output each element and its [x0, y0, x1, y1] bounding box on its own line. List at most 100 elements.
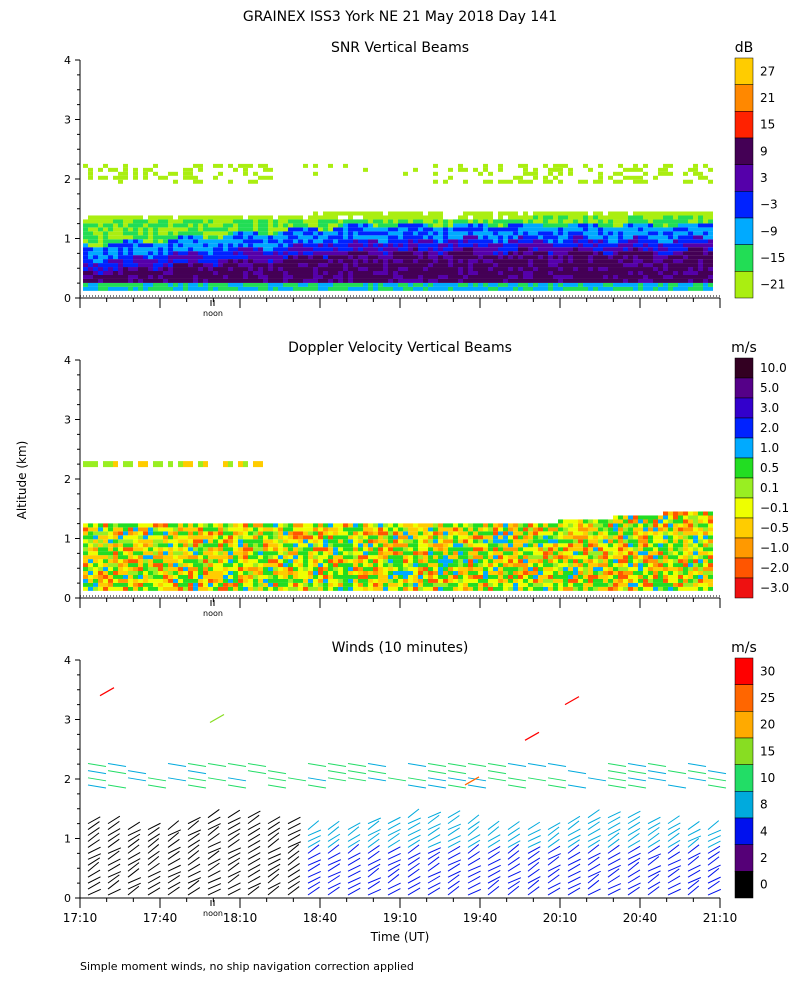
snr-cell — [203, 247, 208, 252]
doppler-cell — [498, 551, 503, 556]
snr-cell — [573, 274, 578, 279]
doppler-cell — [638, 567, 643, 572]
snr-cell — [518, 235, 523, 240]
snr-cell — [163, 282, 168, 287]
snr-cell — [638, 223, 643, 228]
doppler-cell — [83, 555, 88, 560]
snr-cell — [498, 179, 503, 184]
doppler-cell — [383, 586, 388, 591]
snr-cell — [98, 223, 103, 228]
snr-cell — [663, 219, 668, 224]
doppler-cell — [463, 582, 468, 587]
doppler-cell — [458, 570, 463, 575]
snr-cell — [623, 215, 628, 220]
doppler-cell — [628, 547, 633, 552]
doppler-cell — [203, 574, 208, 579]
snr-cell — [308, 215, 313, 220]
snr-cell — [623, 235, 628, 240]
doppler-cell — [608, 551, 613, 556]
snr-cell — [273, 223, 278, 228]
snr-cell — [523, 171, 528, 176]
doppler-cell — [203, 461, 208, 468]
doppler-cell — [473, 551, 478, 556]
doppler-cell — [143, 567, 148, 572]
snr-cell — [123, 267, 128, 272]
snr-cell — [638, 286, 643, 291]
snr-cell — [353, 259, 358, 264]
snr-cell — [588, 286, 593, 291]
snr-cell — [318, 255, 323, 260]
doppler-cell — [203, 527, 208, 532]
doppler-cell — [278, 578, 283, 583]
doppler-cell — [538, 531, 543, 536]
snr-cell — [508, 243, 513, 248]
doppler-cell — [248, 559, 253, 564]
doppler-cell — [228, 563, 233, 568]
doppler-cell — [258, 570, 263, 575]
snr-cell — [288, 223, 293, 228]
noon-label: noon — [203, 309, 223, 318]
doppler-cell — [253, 555, 258, 560]
doppler-cell — [683, 582, 688, 587]
snr-cell — [313, 231, 318, 236]
snr-cell — [543, 239, 548, 244]
snr-cell — [153, 259, 158, 264]
doppler-cell — [223, 582, 228, 587]
snr-cell — [248, 259, 253, 264]
snr-cell — [533, 231, 538, 236]
doppler-cell — [148, 574, 153, 579]
doppler-cell — [228, 567, 233, 572]
snr-cell — [673, 255, 678, 260]
snr-cell — [93, 251, 98, 256]
doppler-cell — [623, 547, 628, 552]
snr-cell — [348, 211, 353, 216]
doppler-cell — [248, 543, 253, 548]
colorbar-label: 1.0 — [760, 441, 779, 455]
doppler-cell — [263, 531, 268, 536]
doppler-cell — [473, 539, 478, 544]
doppler-cell — [638, 527, 643, 532]
snr-cell — [618, 243, 623, 248]
colorbar-swatch — [734, 397, 754, 419]
doppler-cell — [268, 535, 273, 540]
doppler-cell — [423, 539, 428, 544]
doppler-cell — [128, 535, 133, 540]
snr-cell — [673, 239, 678, 244]
doppler-cell — [483, 551, 488, 556]
doppler-cell — [93, 531, 98, 536]
doppler-cell — [418, 543, 423, 548]
doppler-cell — [603, 539, 608, 544]
snr-cell — [643, 227, 648, 232]
doppler-cell — [413, 570, 418, 575]
doppler-cell — [653, 586, 658, 591]
snr-cell — [208, 235, 213, 240]
snr-cell — [473, 274, 478, 279]
snr-cell — [658, 239, 663, 244]
doppler-cell — [308, 578, 313, 583]
doppler-cell — [188, 582, 193, 587]
snr-cell — [238, 270, 243, 275]
snr-cell — [578, 227, 583, 232]
snr-cell — [498, 219, 503, 224]
snr-cell — [243, 167, 248, 172]
doppler-cell — [458, 563, 463, 568]
snr-cell — [168, 171, 173, 176]
snr-cell — [508, 259, 513, 264]
snr-cell — [188, 243, 193, 248]
doppler-cell — [158, 527, 163, 532]
doppler-cell — [553, 586, 558, 591]
doppler-cell — [108, 574, 113, 579]
doppler-cell — [323, 523, 328, 528]
doppler-cell — [548, 563, 553, 568]
snr-cell — [308, 251, 313, 256]
snr-cell — [408, 259, 413, 264]
doppler-cell — [578, 531, 583, 536]
doppler-cell — [663, 567, 668, 572]
snr-cell — [333, 243, 338, 248]
doppler-cell — [493, 555, 498, 560]
doppler-cell — [608, 586, 613, 591]
doppler-cell — [573, 551, 578, 556]
snr-cell — [333, 227, 338, 232]
doppler-cell — [553, 570, 558, 575]
y-tick-label: 2 — [64, 173, 71, 186]
